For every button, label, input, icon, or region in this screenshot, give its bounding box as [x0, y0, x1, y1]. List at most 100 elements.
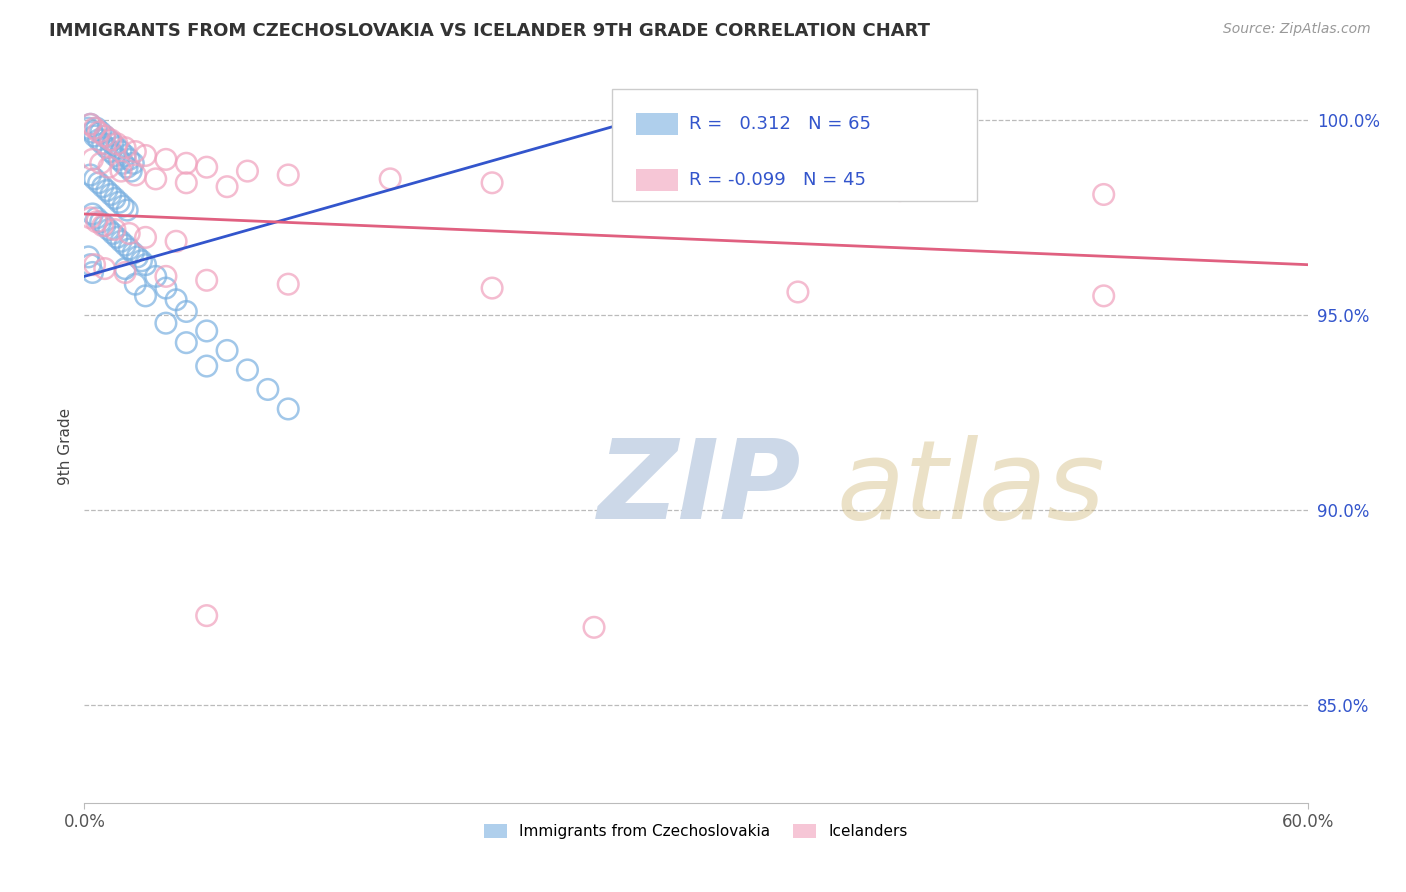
Point [79, 211, 101, 225]
Point [104, 222, 127, 236]
Point [1092, 289, 1115, 303]
Point [108, 195, 131, 210]
Point [91, 179, 114, 194]
Point [90, 215, 112, 229]
Point [787, 285, 810, 299]
Point [83, 258, 105, 272]
Text: atlas: atlas [837, 435, 1105, 542]
Text: IMMIGRANTS FROM CZECHOSLOVAKIA VS ICELANDER 9TH GRADE CORRELATION CHART: IMMIGRANTS FROM CZECHOSLOVAKIA VS ICELAN… [49, 22, 931, 40]
Point [380, 172, 402, 186]
Point [115, 203, 138, 218]
Point [174, 335, 197, 350]
Point [481, 176, 503, 190]
Point [87, 125, 110, 139]
Text: R = -0.099   N = 45: R = -0.099 N = 45 [689, 171, 866, 189]
Point [110, 145, 132, 159]
Point [77, 121, 100, 136]
Point [155, 269, 177, 284]
Legend: Immigrants from Czechoslovakia, Icelanders: Immigrants from Czechoslovakia, Icelande… [478, 818, 914, 845]
Point [82, 207, 104, 221]
Point [86, 121, 108, 136]
Point [118, 227, 141, 241]
Text: ZIP: ZIP [598, 435, 801, 542]
Point [195, 273, 218, 287]
Point [114, 261, 136, 276]
Point [195, 359, 218, 373]
Point [236, 164, 259, 178]
Point [114, 238, 136, 252]
Point [277, 401, 299, 416]
Point [114, 265, 136, 279]
Point [145, 269, 167, 284]
Point [110, 164, 132, 178]
Point [135, 148, 157, 162]
Text: R =   0.312   N = 65: R = 0.312 N = 65 [689, 115, 870, 133]
Point [100, 133, 122, 147]
Point [83, 121, 105, 136]
Point [82, 265, 104, 279]
Point [124, 277, 146, 292]
Point [93, 219, 115, 233]
Point [120, 164, 142, 178]
Point [93, 128, 115, 143]
Point [97, 133, 120, 147]
Point [217, 179, 239, 194]
Point [108, 153, 131, 167]
Point [1092, 187, 1115, 202]
Point [82, 153, 104, 167]
Point [83, 128, 105, 143]
Point [79, 168, 101, 182]
Point [104, 191, 127, 205]
Point [90, 156, 112, 170]
Point [135, 230, 157, 244]
Point [889, 184, 911, 198]
Point [112, 199, 135, 213]
Point [104, 148, 127, 162]
Point [118, 153, 141, 167]
Point [100, 187, 122, 202]
Point [135, 289, 157, 303]
Point [87, 176, 110, 190]
Point [100, 145, 122, 159]
Point [118, 242, 141, 256]
Point [685, 179, 707, 194]
Point [236, 363, 259, 377]
Point [105, 230, 128, 244]
Point [86, 215, 108, 229]
Point [112, 156, 135, 170]
Point [124, 168, 146, 182]
Point [114, 148, 136, 162]
Point [101, 227, 124, 241]
Point [217, 343, 239, 358]
Point [97, 222, 120, 236]
Point [96, 184, 118, 198]
Point [122, 246, 145, 260]
Point [87, 133, 110, 147]
Point [174, 156, 197, 170]
Point [127, 250, 149, 264]
Point [77, 250, 100, 264]
Point [257, 383, 280, 397]
Point [135, 258, 157, 272]
Point [91, 136, 114, 151]
Point [481, 281, 503, 295]
Point [79, 258, 101, 272]
Point [145, 172, 167, 186]
Point [115, 160, 138, 174]
Point [131, 253, 153, 268]
Point [82, 125, 104, 139]
Point [174, 304, 197, 318]
Point [97, 160, 120, 174]
Point [91, 219, 114, 233]
Point [583, 620, 606, 634]
Point [83, 172, 105, 186]
Point [277, 277, 299, 292]
Point [96, 141, 118, 155]
Point [124, 145, 146, 159]
Point [195, 160, 218, 174]
Point [105, 136, 128, 151]
Y-axis label: 9th Grade: 9th Grade [58, 408, 73, 484]
Point [165, 293, 187, 307]
Point [93, 128, 115, 143]
Point [277, 168, 299, 182]
